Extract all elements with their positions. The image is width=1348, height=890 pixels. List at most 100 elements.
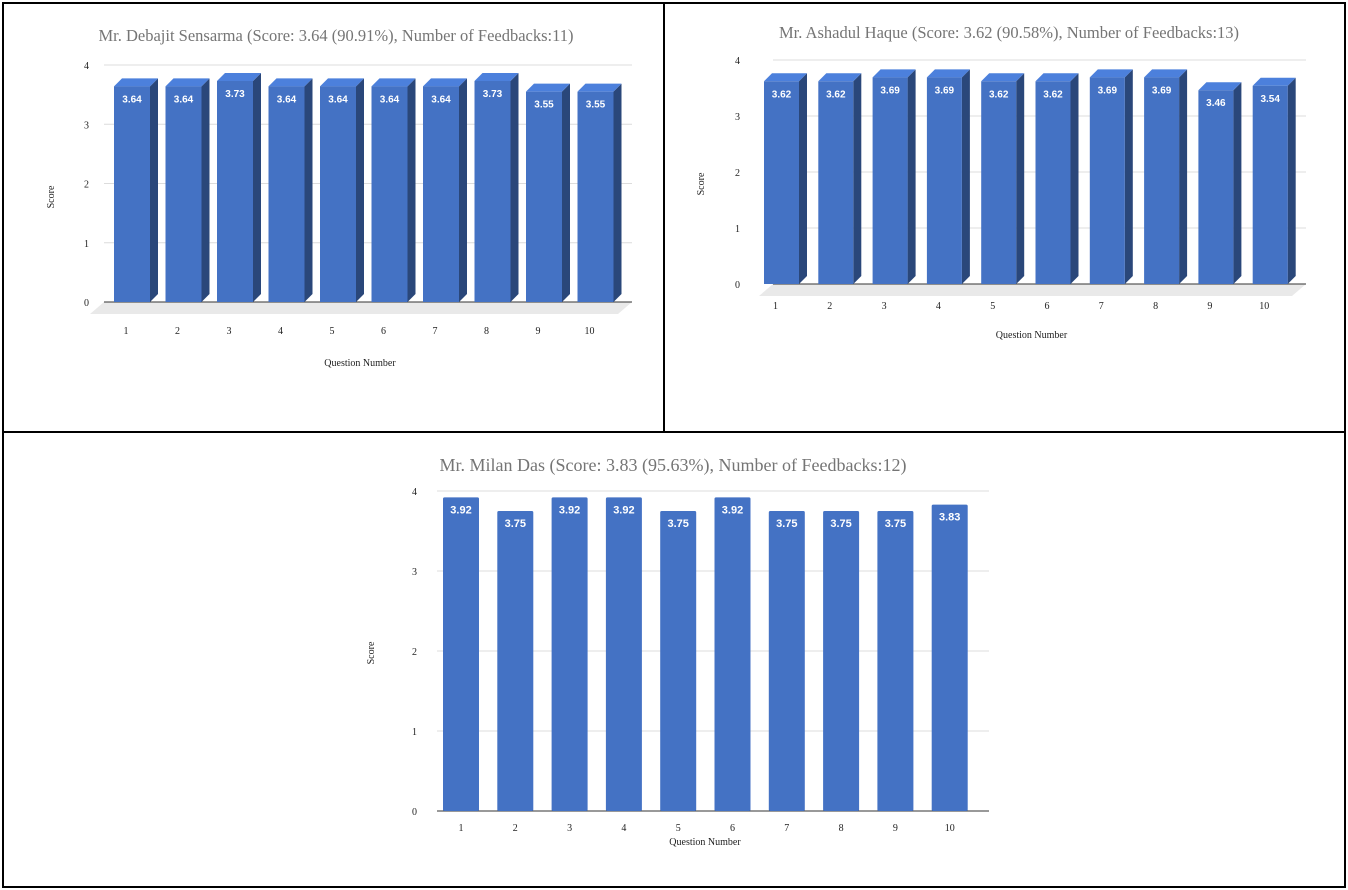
bar-chart-ashadul-haque: Mr. Ashadul Haque (Score: 3.62 (90.58%),… (696, 23, 1306, 341)
x-tick-label: 6 (381, 326, 386, 337)
bar-value-label: 3.75 (505, 518, 526, 530)
x-tick-label: 3 (227, 326, 232, 337)
x-tick-label: 10 (585, 326, 595, 337)
bar-top (423, 78, 467, 87)
bar (114, 86, 150, 302)
bar (818, 81, 854, 284)
bar-top (764, 73, 807, 82)
bar-group (981, 73, 1025, 284)
bar-value-label: 3.64 (174, 94, 194, 105)
bar-side (1287, 77, 1296, 284)
bar (768, 511, 805, 811)
bar-group (1035, 73, 1079, 284)
bar-group (114, 78, 158, 302)
bar-value-label: 3.62 (826, 89, 846, 100)
x-axis-label: Question Number (324, 358, 396, 369)
bar (931, 504, 968, 811)
y-tick-label: 3 (412, 567, 417, 578)
bar-value-label: 3.75 (885, 518, 906, 530)
bar-side (356, 78, 364, 302)
bar-side (907, 69, 916, 284)
chart-panel-debajit-sensarma: Mr. Debajit Sensarma (Score: 3.64 (90.91… (2, 2, 664, 432)
chart-panel-ashadul-haque: Mr. Ashadul Haque (Score: 3.62 (90.58%),… (664, 2, 1346, 432)
bar (1089, 77, 1125, 284)
bar (217, 80, 253, 302)
bar-side (253, 72, 261, 302)
bar-side (150, 78, 158, 302)
x-tick-label: 6 (1045, 301, 1050, 312)
bar-group (1252, 77, 1296, 284)
bar (605, 497, 642, 811)
x-tick-label: 10 (1259, 301, 1269, 312)
y-tick-label: 1 (735, 224, 740, 235)
bar-group (605, 497, 642, 811)
y-axis-label: Score (366, 641, 377, 664)
bar-top (1252, 77, 1296, 86)
x-tick-label: 4 (278, 326, 283, 337)
chart-title: Mr. Ashadul Haque (Score: 3.62 (90.58%),… (779, 23, 1239, 42)
x-tick-label: 2 (513, 823, 518, 834)
bar-group (877, 511, 914, 811)
bar (926, 77, 962, 284)
bar-top (818, 73, 862, 82)
bar-value-label: 3.69 (935, 85, 955, 96)
bar-top (114, 78, 158, 87)
bar (474, 80, 511, 302)
bar-value-label: 3.55 (586, 100, 606, 111)
x-tick-label: 4 (936, 301, 941, 312)
bar-value-label: 3.73 (483, 89, 503, 100)
y-tick-label: 4 (735, 56, 740, 67)
bar-value-label: 3.69 (880, 85, 900, 96)
bar (1035, 81, 1071, 284)
bar-side (1179, 69, 1188, 284)
bar-top (165, 78, 210, 87)
bar-value-label: 3.92 (559, 504, 580, 516)
bar-group (1089, 69, 1133, 284)
y-tick-label: 1 (412, 727, 417, 738)
bar-top (577, 83, 622, 92)
bar (577, 91, 614, 302)
bar-side (304, 78, 313, 302)
x-tick-label: 8 (839, 823, 844, 834)
bar-value-label: 3.92 (722, 504, 743, 516)
bar (526, 91, 562, 302)
x-tick-label: 1 (459, 823, 464, 834)
bar-group (526, 83, 570, 302)
bar-value-label: 3.75 (667, 518, 688, 530)
bar (1144, 77, 1180, 284)
x-tick-label: 7 (1099, 301, 1104, 312)
bar-group (1198, 82, 1242, 285)
x-tick-label: 5 (330, 326, 335, 337)
bar (823, 511, 860, 811)
bar-side (562, 83, 570, 302)
y-tick-label: 3 (84, 120, 89, 131)
x-tick-label: 2 (827, 301, 832, 312)
bar-side (459, 78, 467, 302)
bar-value-label: 3.75 (830, 518, 851, 530)
x-tick-label: 7 (784, 823, 789, 834)
bar-top (1144, 69, 1188, 78)
bar-top (217, 72, 261, 81)
bar-group (768, 511, 805, 811)
y-tick-label: 0 (412, 807, 417, 818)
bar-group (268, 78, 313, 302)
bar (660, 511, 697, 811)
bar-group (764, 73, 807, 284)
bar-value-label: 3.64 (431, 94, 451, 105)
bar (497, 511, 534, 811)
bar-value-label: 3.62 (1043, 89, 1063, 100)
bar (165, 86, 202, 302)
bar-side (1233, 82, 1242, 285)
x-tick-label: 7 (433, 326, 438, 337)
x-tick-label: 10 (945, 823, 955, 834)
bar-value-label: 3.83 (939, 512, 960, 524)
bar-value-label: 3.69 (1098, 85, 1118, 96)
y-tick-label: 1 (84, 239, 89, 250)
bar-top (371, 78, 416, 87)
bar-group (926, 69, 970, 284)
y-tick-label: 4 (84, 61, 89, 72)
bar-top (872, 69, 916, 78)
y-axis-label: Score (46, 185, 57, 208)
bar-group (320, 78, 364, 302)
bar-value-label: 3.46 (1206, 98, 1226, 109)
